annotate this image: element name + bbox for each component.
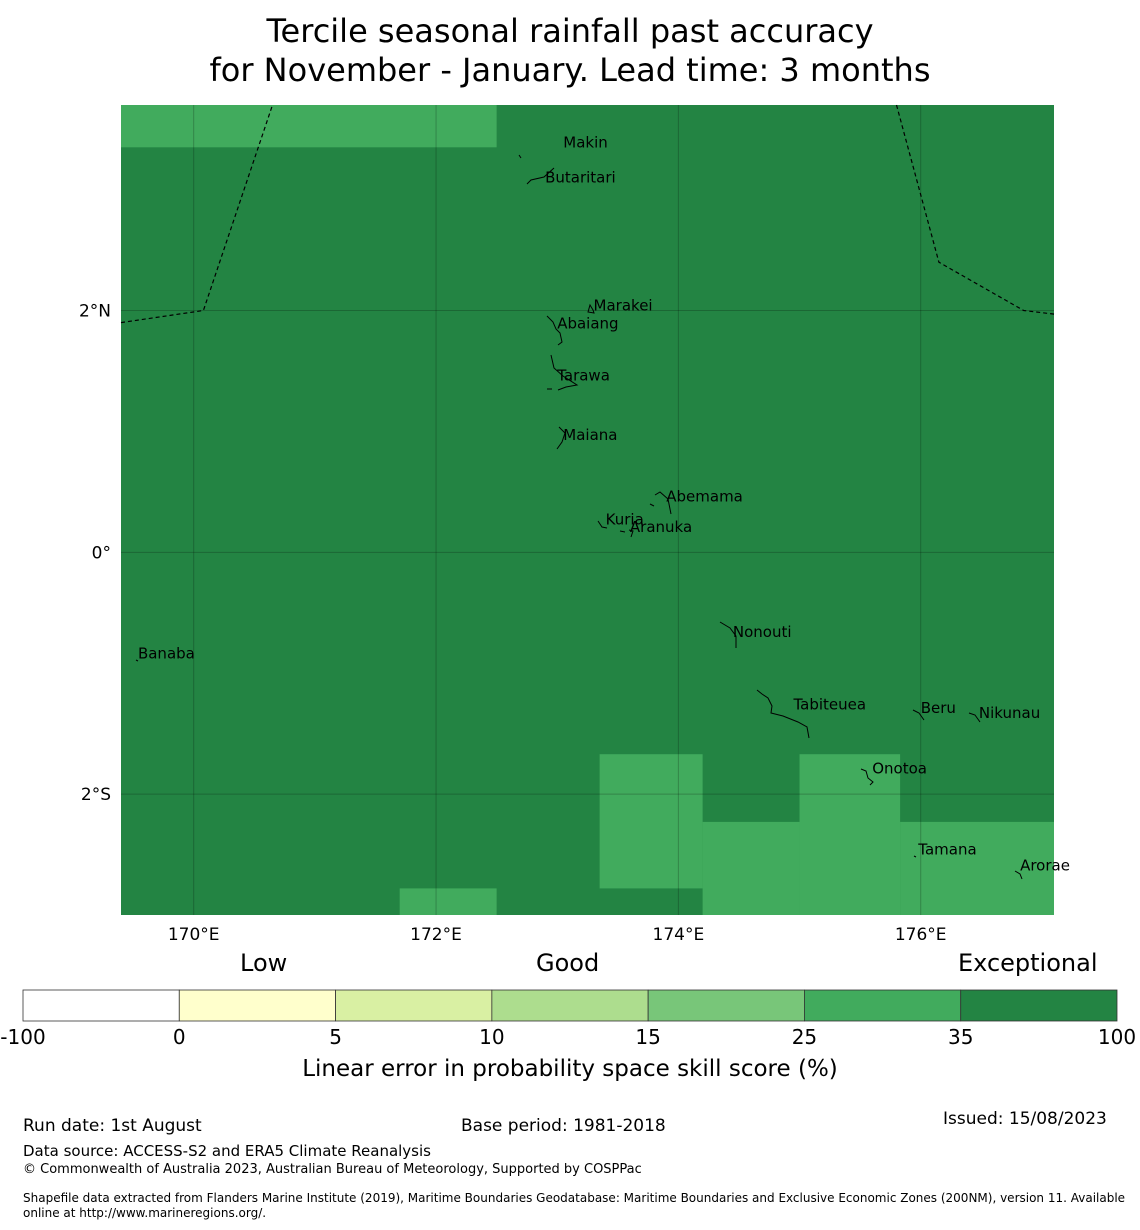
place-label: Arorae [1020,856,1070,874]
colorbar-tick-label: 25 [791,1025,818,1049]
colorbar-tick-label: 10 [479,1025,505,1049]
place-label: Onotoa [872,760,927,778]
skill-cells [121,105,1054,915]
category-low: Low [240,949,288,977]
skill-cell-1 [399,888,497,915]
island-outline-banaba [135,659,139,662]
island-outline-abaiang [546,315,563,346]
copyright: © Commonwealth of Australia 2023, Austra… [23,1162,642,1177]
colorbar-tick-label: 35 [947,1025,974,1049]
place-label: Maiana [563,426,617,444]
eez-boundaries [120,104,1055,324]
issued-date: Issued: 15/08/2023 [943,1109,1107,1129]
skill-cell-0 [121,105,497,148]
category-good: Good [536,949,600,977]
skill-cell-4 [799,754,901,915]
gridlines [121,105,1054,915]
islands [135,154,1023,880]
colorbar-label: Linear error in probability space skill … [302,1056,838,1082]
place-label: Kuria [606,511,644,529]
place-label: Butaritari [545,168,616,186]
category-exceptional: Exceptional [958,949,1098,977]
colorbar-swatch-0 [22,989,180,1022]
skill-cell-2 [599,754,703,889]
place-label: Makin [563,133,608,151]
place-label: Beru [921,699,956,717]
island-outline-abemama [649,491,672,515]
colorbar-swatch-3 [491,989,649,1022]
place-label: Abemama [666,488,743,506]
title-line-2: for November - January. Lead time: 3 mon… [209,51,931,89]
island-outline-butaritari [526,167,555,185]
data-source: Data source: ACCESS-S2 and ERA5 Climate … [23,1142,431,1160]
skill-cell-3 [702,821,800,915]
lon-tick-label: 176°E [895,925,947,945]
shapefile-credit: Shapefile data extracted from Flanders M… [23,1191,1126,1220]
colorbar-tick-label: 100 [1097,1025,1137,1049]
lat-tick-label: 2°N [79,302,111,322]
place-label: Marakei [594,297,653,315]
lat-tick-label: 2°S [81,785,111,805]
place-label: Tamana [917,841,976,859]
run-date: Run date: 1st August [23,1116,202,1136]
colorbar [22,989,1118,1022]
base-period: Base period: 1981-2018 [461,1116,666,1136]
island-outline-onotoa [860,768,874,786]
island-outline-tabiteuea [756,689,810,739]
island-outline-beru [912,709,925,721]
colorbar-swatch-5 [804,989,962,1022]
place-label: Abaiang [557,315,618,333]
place-label: Banaba [138,645,195,663]
island-outline-aranuka [619,529,634,538]
island-outline-nikunau [968,712,981,723]
colorbar-swatch-2 [335,989,493,1022]
island-outline-maiana [556,426,566,450]
island-outline-arorae [1014,870,1023,880]
colorbar-tick-label: 5 [329,1025,342,1049]
colorbar-swatch-6 [960,989,1118,1022]
colorbar-swatch-4 [647,989,805,1022]
eez-boundary-line-1 [895,104,1055,315]
colorbar-tick-label: 0 [172,1025,186,1049]
longitude-ticks: 170°E 172°E 174°E 176°E [168,925,947,945]
map-background [121,105,1054,915]
title-line-1: Tercile seasonal rainfall past accuracy [266,12,874,50]
eez-boundary-line-0 [120,104,274,324]
latitude-ticks: 2°N 0° 2°S [79,302,111,806]
colorbar-tick-label: 15 [635,1025,661,1049]
colorbar-tick-label: -100 [0,1025,46,1049]
place-label: Aranuka [630,518,692,536]
island-outline-tamana [913,855,917,858]
island-outline-marakei [587,303,595,314]
colorbar-swatch-1 [178,989,336,1022]
lat-tick-label: 0° [92,543,111,563]
place-label: Tarawa [556,367,610,385]
lon-tick-label: 170°E [168,925,220,945]
skill-cell-5 [900,821,1054,915]
place-label: Nikunau [979,704,1040,722]
place-label: Nonouti [733,623,792,641]
lon-tick-label: 174°E [653,925,705,945]
island-outline-tarawa [547,354,579,391]
island-outline-kuria [597,520,608,529]
island-outline-makin [518,154,522,159]
place-label: Tabiteuea [792,695,866,713]
island-outline-nonouti [719,621,737,648]
lon-tick-label: 172°E [410,925,462,945]
